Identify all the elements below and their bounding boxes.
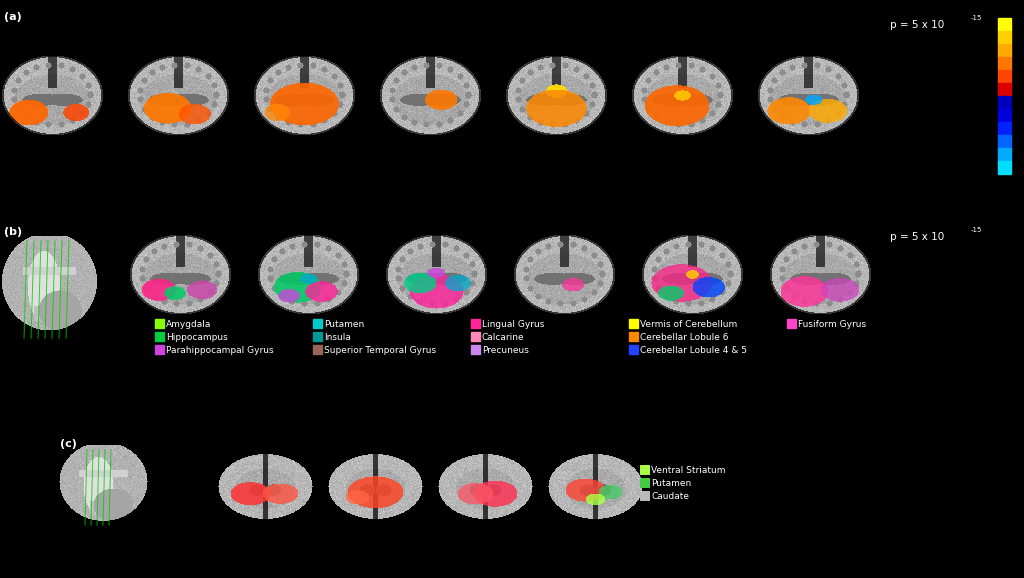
Text: Ventral Striatum: Ventral Striatum (651, 466, 725, 475)
Bar (998, 135, 1011, 148)
Text: (a): (a) (4, 12, 22, 21)
Text: Lingual Gyrus: Lingual Gyrus (482, 320, 545, 329)
Text: Amygdala: Amygdala (166, 320, 211, 329)
Bar (998, 31, 1011, 44)
Bar (640, 478, 649, 487)
Text: p = 5 x 10: p = 5 x 10 (890, 232, 944, 242)
Text: Fusiform Gyrus: Fusiform Gyrus (798, 320, 866, 329)
Bar (629, 345, 638, 354)
Bar (998, 44, 1011, 57)
Bar (640, 465, 649, 474)
Text: -15: -15 (971, 15, 982, 21)
Bar (629, 320, 638, 328)
Bar (998, 57, 1011, 70)
Text: Hippocampus: Hippocampus (166, 333, 227, 342)
Text: Precuneus: Precuneus (482, 346, 528, 355)
Bar (640, 491, 649, 500)
Bar (155, 345, 164, 354)
Bar (471, 332, 480, 342)
Bar (629, 332, 638, 342)
Text: Vermis of Cerebellum: Vermis of Cerebellum (640, 320, 737, 329)
Text: Parahippocampal Gyrus: Parahippocampal Gyrus (166, 346, 273, 355)
Text: Putamen: Putamen (651, 479, 691, 488)
Text: p = 5 x 10: p = 5 x 10 (890, 20, 944, 30)
Text: -15: -15 (971, 227, 982, 233)
Bar (155, 320, 164, 328)
Bar (998, 161, 1011, 174)
Bar (998, 70, 1011, 83)
Bar (998, 148, 1011, 161)
Text: Insula: Insula (324, 333, 351, 342)
Text: (c): (c) (60, 439, 77, 449)
Bar (313, 345, 322, 354)
Bar (787, 320, 796, 328)
Bar (313, 332, 322, 342)
Bar (998, 96, 1011, 109)
Text: Caudate: Caudate (651, 492, 689, 501)
Bar (313, 320, 322, 328)
Bar (471, 345, 480, 354)
Bar (998, 18, 1011, 31)
Bar (998, 109, 1011, 122)
Text: (b): (b) (4, 227, 23, 237)
Bar (471, 320, 480, 328)
Bar (998, 83, 1011, 96)
Text: Cerebellar Lobule 4 & 5: Cerebellar Lobule 4 & 5 (640, 346, 746, 355)
Text: Calcarine: Calcarine (482, 333, 524, 342)
Bar (155, 332, 164, 342)
Bar (998, 122, 1011, 135)
Text: Superior Temporal Gyrus: Superior Temporal Gyrus (324, 346, 436, 355)
Text: Putamen: Putamen (324, 320, 365, 329)
Text: Cerebellar Lobule 6: Cerebellar Lobule 6 (640, 333, 728, 342)
